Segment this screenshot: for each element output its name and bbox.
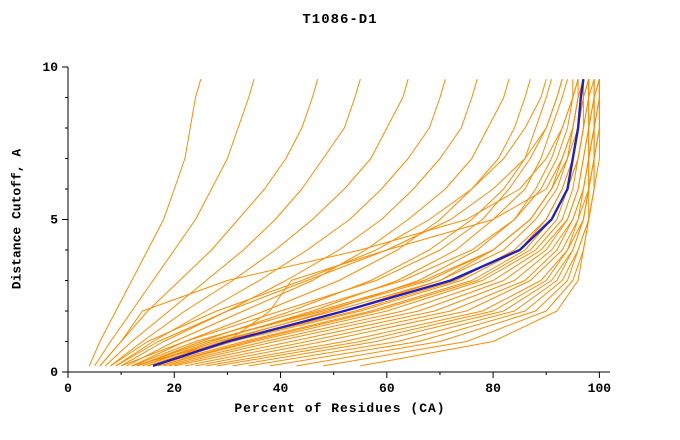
model-curve (168, 79, 595, 367)
model-curve (131, 79, 584, 367)
model-curve (104, 79, 361, 367)
model-curve (136, 79, 552, 367)
x-tick-label: 60 (379, 381, 395, 396)
model-curve (360, 79, 600, 367)
model-curve (99, 79, 319, 367)
x-axis-label: Percent of Residues (CA) (234, 401, 446, 416)
model-curve (158, 79, 590, 367)
model-curve (110, 79, 409, 367)
x-tick-label: 0 (64, 381, 72, 396)
y-tick-label: 0 (50, 365, 58, 380)
model-curve (147, 79, 574, 367)
model-curve (99, 79, 579, 367)
model-curve (94, 79, 255, 367)
model-curve (147, 79, 590, 367)
model-curve (115, 79, 563, 367)
x-tick-label: 20 (166, 381, 182, 396)
x-tick-label: 40 (273, 381, 289, 396)
model-curve (142, 79, 568, 367)
model-curve (110, 79, 547, 367)
model-curve (152, 79, 590, 367)
model-curve (88, 79, 202, 367)
chart-title: T1086-D1 (302, 12, 378, 28)
model-curve (147, 79, 584, 367)
y-tick-label: 5 (50, 213, 58, 228)
model-curve (131, 79, 531, 367)
model-curve (206, 79, 595, 367)
x-tick-label: 100 (588, 381, 612, 396)
model-curve (158, 79, 590, 367)
model-curve (120, 79, 563, 367)
model-curve (126, 79, 510, 367)
x-tick-label: 80 (485, 381, 501, 396)
model-curve (120, 79, 478, 367)
y-tick-label: 10 (42, 60, 58, 75)
highlight-curve (152, 79, 585, 368)
model-curve (163, 79, 590, 367)
model-curve (184, 79, 595, 367)
model-curve (131, 79, 579, 367)
model-curve (115, 79, 446, 367)
